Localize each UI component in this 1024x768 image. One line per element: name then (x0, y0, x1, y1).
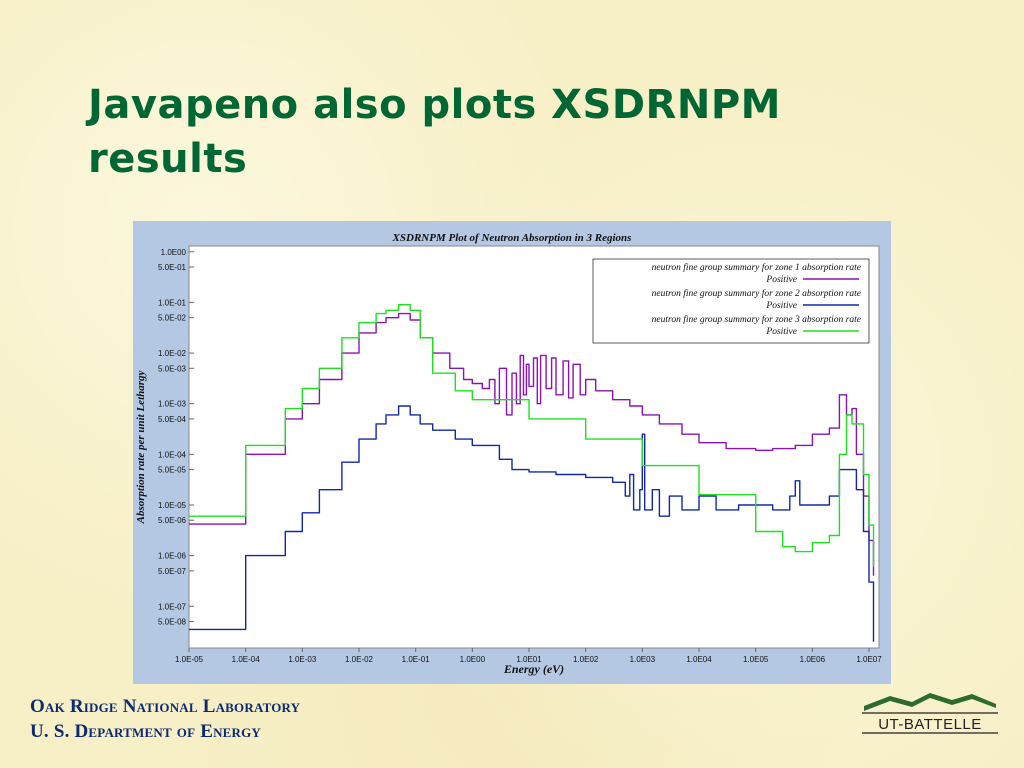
series-line-zone-2 (189, 405, 875, 642)
y-tick-label: 5.0E-08 (158, 618, 187, 627)
y-axis-label: Absorption rate per unit Lethargy (135, 370, 147, 524)
y-tick-label: 1.0E-07 (158, 602, 187, 611)
y-tick-label: 5.0E-05 (158, 466, 187, 475)
y-tick-label: 1.0E00 (161, 248, 187, 257)
x-tick-label: 1.0E06 (800, 655, 826, 664)
legend: neutron fine group summary for zone 1 ab… (592, 258, 870, 344)
absorption-chart: XSDRNPM Plot of Neutron Absorption in 3 … (133, 221, 891, 684)
y-tick-labels: 1.0E00 5.0E-01 1.0E-01 5.0E-02 1.0E-02 5.0E-0… (158, 248, 187, 627)
footer-lab-name: Oak Ridge National Laboratory (30, 696, 301, 717)
y-tick-label: 5.0E-06 (158, 516, 187, 525)
x-tick-label: 1.0E00 (460, 655, 486, 664)
x-tick-label: 1.0E-05 (175, 655, 204, 664)
legend-entry-label: neutron fine group summary for zone 2 ab… (652, 288, 861, 299)
x-tick-label: 1.0E03 (630, 655, 656, 664)
legend-entry-sublabel: Positive (765, 327, 797, 337)
x-tick-label: 1.0E-04 (232, 655, 261, 664)
x-tick-label: 1.0E-03 (288, 655, 317, 664)
legend-entry-label: neutron fine group summary for zone 3 ab… (652, 314, 861, 325)
legend-entry-sublabel: Positive (765, 301, 797, 311)
x-tick-labels: 1.0E-05 1.0E-04 1.0E-03 1.0E-02 1.0E-01 1.0E0… (175, 655, 882, 664)
legend-box (592, 258, 870, 344)
y-tick-label: 5.0E-03 (158, 364, 187, 373)
x-tick-label: 1.0E07 (856, 655, 882, 664)
x-tick-label: 1.0E05 (743, 655, 769, 664)
y-tick-label: 5.0E-02 (158, 314, 187, 323)
y-tick-label: 5.0E-01 (158, 263, 187, 272)
x-tick-label: 1.0E02 (573, 655, 599, 664)
logo-mountains (864, 693, 996, 711)
y-tick-label: 1.0E-05 (158, 501, 187, 510)
series-layer (189, 304, 875, 642)
y-tick-label: 1.0E-01 (158, 298, 187, 307)
legend-entry-sublabel: Positive (765, 275, 797, 285)
x-tick-label: 1.0E-02 (345, 655, 374, 664)
y-tick-label: 1.0E-06 (158, 552, 187, 561)
footer-department: U. S. Department of Energy (30, 721, 262, 742)
footer-organization: Oak Ridge National Laboratory U. S. Depa… (30, 694, 300, 744)
x-tick-label: 1.0E01 (516, 655, 542, 664)
x-axis-label: Energy (eV) (503, 662, 564, 676)
y-tick-label: 5.0E-07 (158, 567, 187, 576)
chart-panel: XSDRNPM Plot of Neutron Absorption in 3 … (133, 221, 891, 684)
series-line-zone-3 (189, 304, 875, 567)
legend-entry-label: neutron fine group summary for zone 1 ab… (652, 262, 861, 273)
series-line-zone-1 (189, 312, 875, 576)
ut-battelle-logo: UT-BATTELLE (862, 693, 998, 734)
y-tick-label: 1.0E-04 (158, 450, 187, 459)
y-tick-label: 1.0E-03 (158, 400, 187, 409)
x-tick-label: 1.0E-01 (402, 655, 431, 664)
chart-title: XSDRNPM Plot of Neutron Absorption in 3 … (392, 232, 632, 244)
y-tick-marks (188, 251, 870, 652)
logo-text: UT-BATTELLE (878, 716, 982, 733)
y-tick-label: 5.0E-04 (158, 415, 187, 424)
x-tick-label: 1.0E04 (686, 655, 712, 664)
slide-title: Javapeno also plots XSDRNPM results (88, 82, 781, 182)
y-tick-label: 1.0E-02 (158, 349, 187, 358)
